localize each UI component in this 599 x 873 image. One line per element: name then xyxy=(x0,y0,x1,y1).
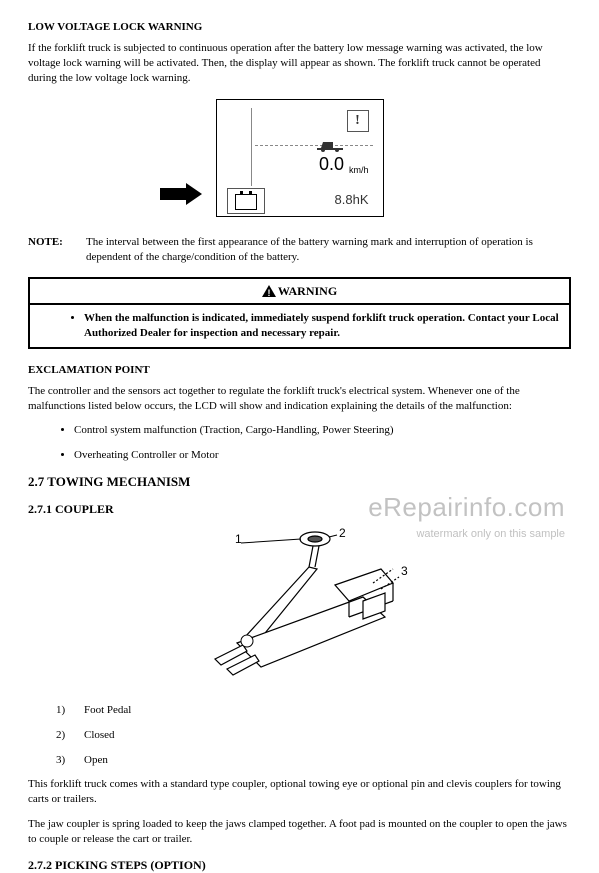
lcd-speed-value: 0.0 xyxy=(319,154,344,174)
battery-icon xyxy=(235,194,257,210)
note-row: NOTE: The interval between the first app… xyxy=(28,235,571,265)
lcd-code: 8.8hK xyxy=(335,191,369,209)
diagram-label-3: 3 xyxy=(401,564,408,578)
coupler-diagram: 1 2 3 xyxy=(28,525,571,685)
lcd-screen: ! 0.0 km/h 8.8hK xyxy=(216,99,384,217)
list-item: Control system malfunction (Traction, Ca… xyxy=(74,423,571,438)
diagram-label-2: 2 xyxy=(339,526,346,540)
legend-item: 2)Closed xyxy=(56,728,571,743)
malfunction-list: Control system malfunction (Traction, Ca… xyxy=(28,423,571,463)
note-label: NOTE: xyxy=(28,235,86,265)
exclamation-heading: EXCLAMATION POINT xyxy=(28,363,571,378)
diagram-label-1: 1 xyxy=(235,532,242,546)
low-voltage-body: If the forklift truck is subjected to co… xyxy=(28,41,571,86)
svg-text:!: ! xyxy=(267,288,270,297)
lcd-speed-unit: km/h xyxy=(349,166,369,176)
warning-header-text: WARNING xyxy=(278,284,337,298)
coupler-para-2: The jaw coupler is spring loaded to keep… xyxy=(28,817,571,847)
exclamation-body: The controller and the sensors act toget… xyxy=(28,384,571,414)
coupler-legend: 1)Foot Pedal 2)Closed 3)Open xyxy=(28,703,571,768)
coupler-svg: 1 2 3 xyxy=(185,525,415,685)
legend-item: 3)Open xyxy=(56,753,571,768)
list-item: Overheating Controller or Motor xyxy=(74,448,571,463)
picking-heading: 2.7.2 PICKING STEPS (OPTION) xyxy=(28,857,571,873)
arrow-icon xyxy=(160,183,202,205)
towing-heading: 2.7 TOWING MECHANISM xyxy=(28,473,571,491)
warning-header: ! WARNING xyxy=(30,279,569,305)
note-text: The interval between the first appearanc… xyxy=(86,235,571,265)
exclamation-icon: ! xyxy=(347,110,369,132)
low-voltage-heading: LOW VOLTAGE LOCK WARNING xyxy=(28,20,571,35)
forklift-icon xyxy=(315,138,345,152)
coupler-para-1: This forklift truck comes with a standar… xyxy=(28,777,571,807)
warning-box: ! WARNING When the malfunction is indica… xyxy=(28,277,571,349)
legend-item: 1)Foot Pedal xyxy=(56,703,571,718)
warning-body: When the malfunction is indicated, immed… xyxy=(30,305,569,347)
lcd-speed: 0.0 km/h xyxy=(319,152,369,176)
lcd-display-figure: ! 0.0 km/h 8.8hK xyxy=(28,99,571,217)
warning-body-text: When the malfunction is indicated, immed… xyxy=(84,311,561,341)
warning-triangle-icon: ! xyxy=(262,285,276,297)
coupler-heading: 2.7.1 COUPLER xyxy=(28,501,571,517)
